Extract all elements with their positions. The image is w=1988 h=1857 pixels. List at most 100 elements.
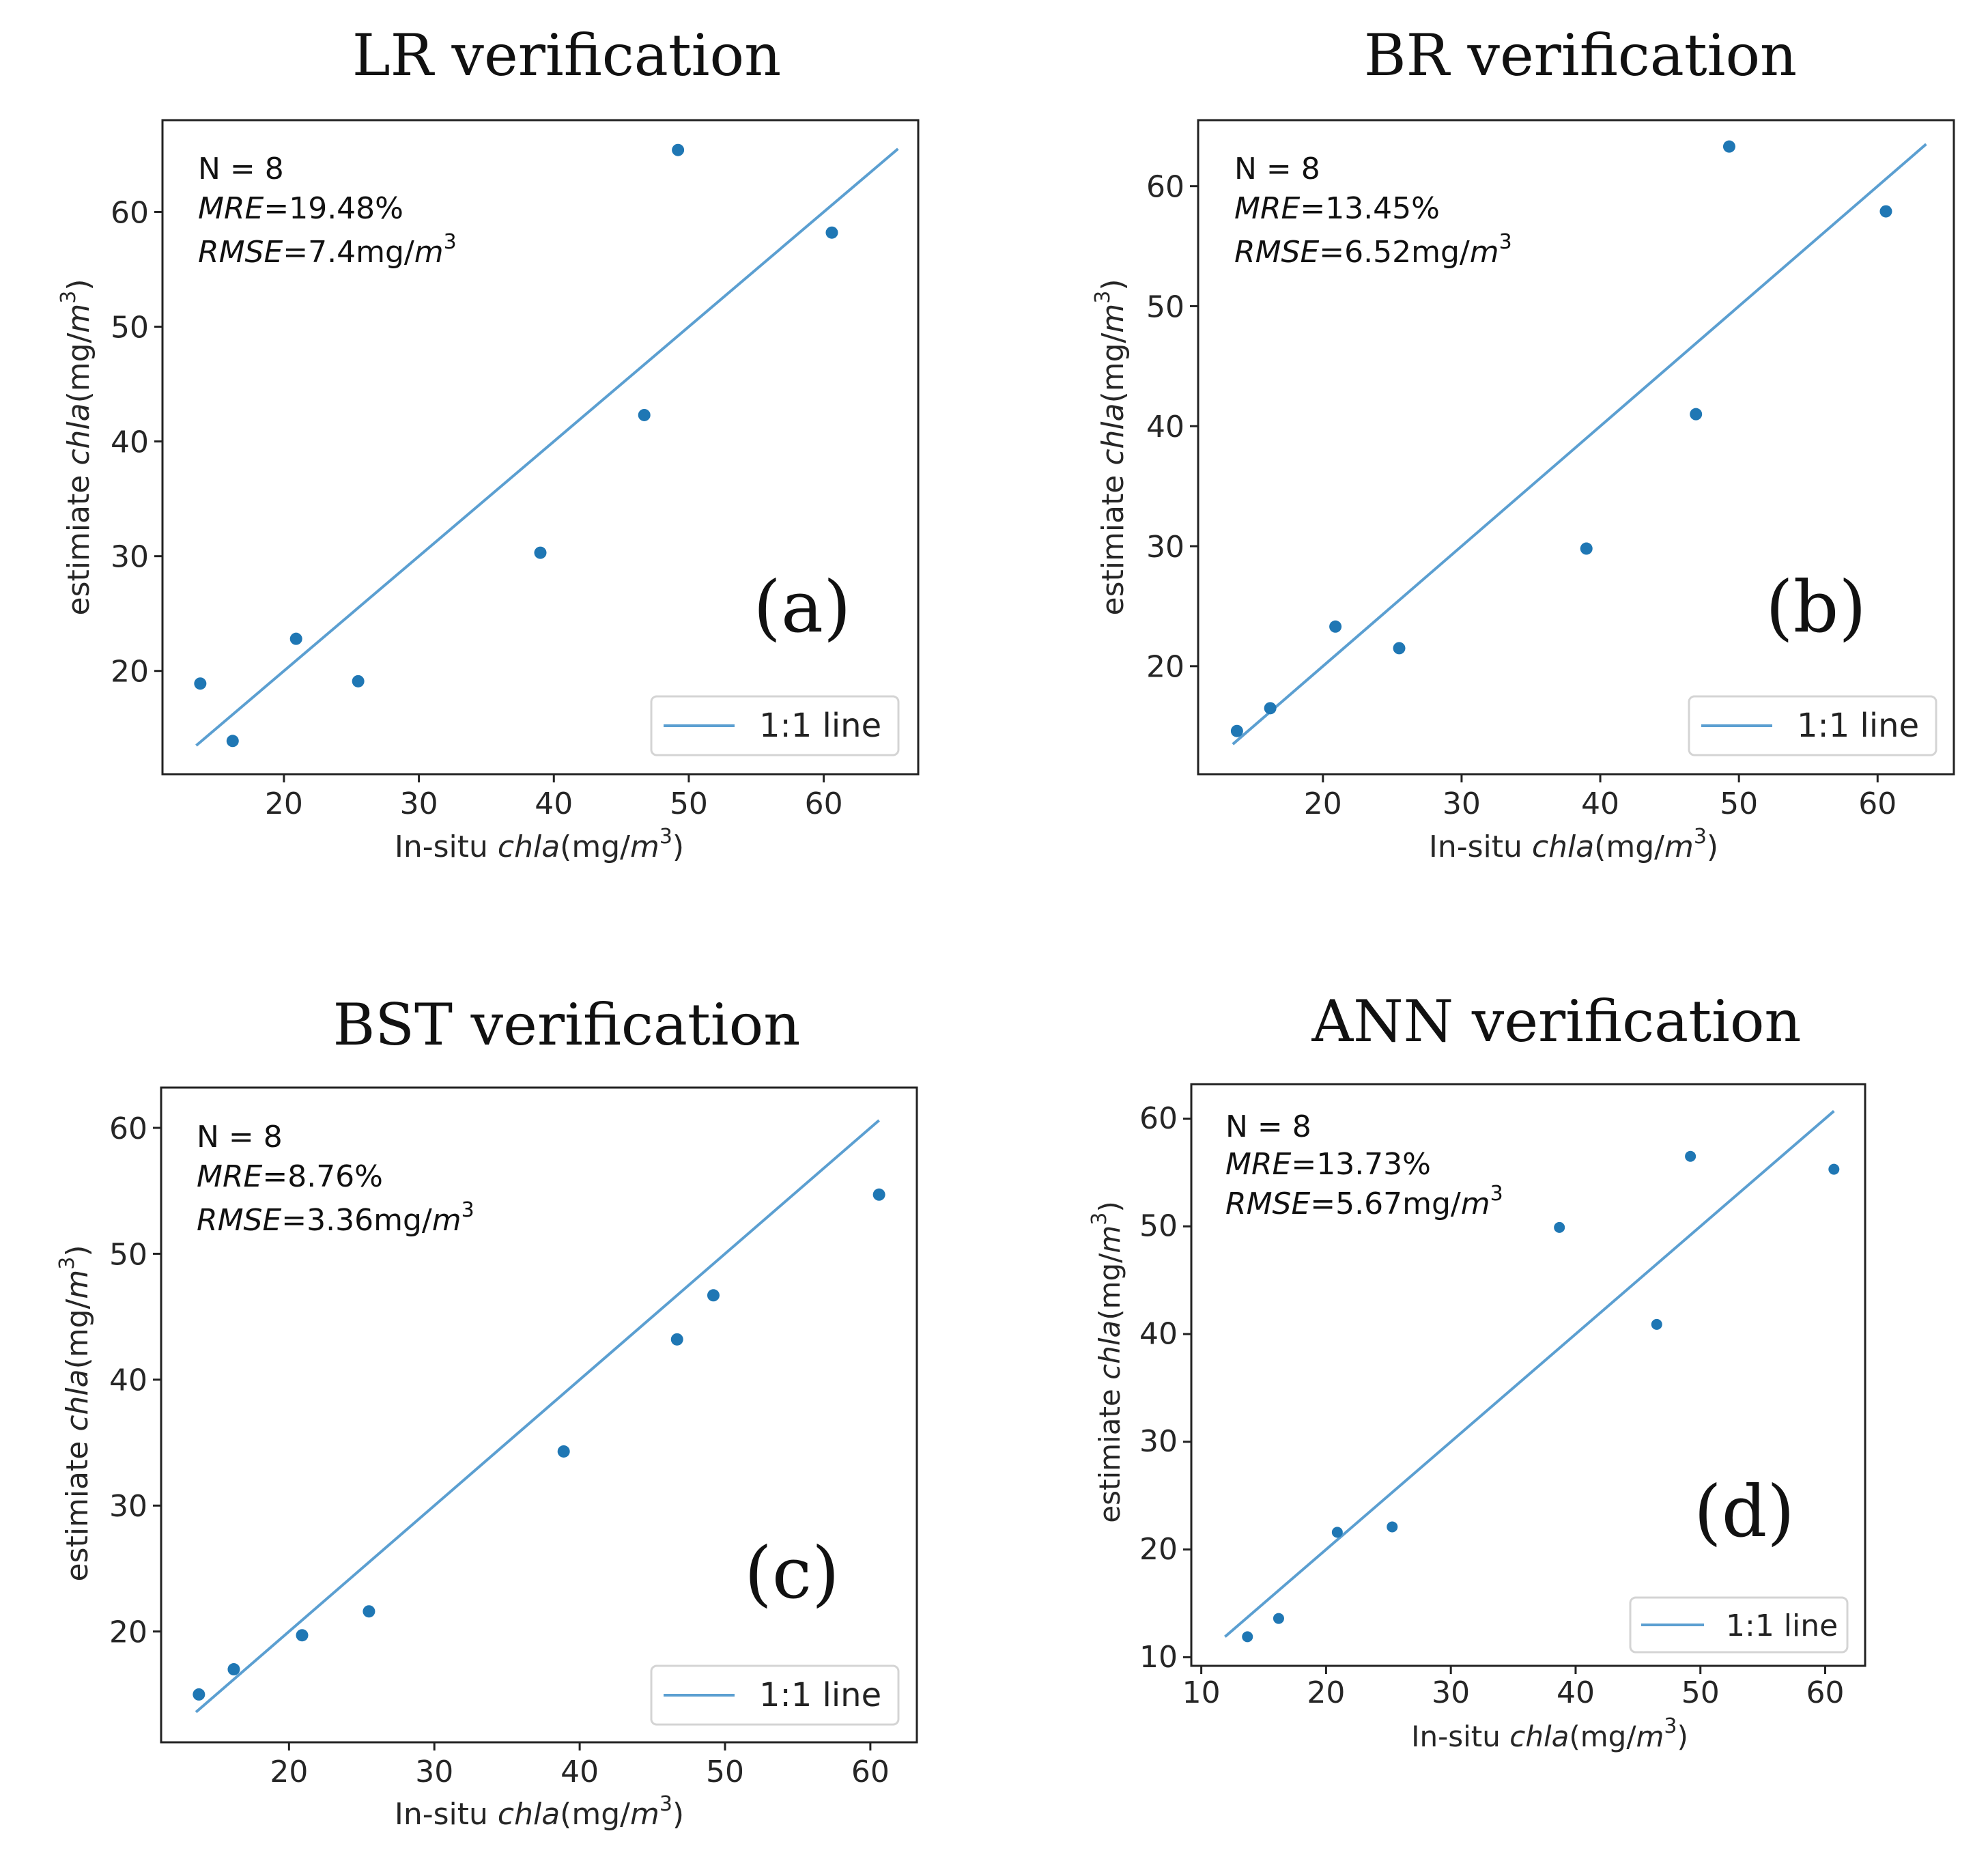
x-tick-label: 40: [1557, 1675, 1595, 1710]
data-point: [557, 1445, 570, 1458]
panel-label: (b): [1765, 565, 1866, 649]
y-tick-label: 60: [111, 195, 149, 230]
data-point: [352, 675, 365, 687]
y-tick-label: 40: [1146, 410, 1184, 444]
legend-box: [650, 1664, 900, 1726]
x-tick-label: 20: [1307, 1675, 1345, 1710]
x-tick-label: 10: [1182, 1675, 1221, 1710]
x-tick-label: 40: [535, 786, 573, 821]
legend-label: 1:1 line: [759, 1676, 881, 1714]
stat-mre: MRE=8.76%: [197, 1159, 383, 1194]
y-tick-label: 60: [1139, 1101, 1178, 1136]
x-tick-label: 20: [270, 1755, 308, 1789]
data-point: [1230, 724, 1243, 737]
x-tick-label: 30: [400, 786, 438, 821]
data-point: [1242, 1631, 1253, 1643]
stat-rmse: RMSE=6.52mg/m3: [1234, 230, 1512, 270]
legend-box: [1688, 695, 1937, 756]
data-point: [296, 1629, 309, 1642]
legend: 1:1 line: [1629, 1596, 1849, 1654]
stats-annotation: N = 8 MRE=13.73% RMSE=5.67mg/m3: [1225, 1109, 1503, 1221]
data-point: [1393, 642, 1406, 655]
x-tick-label: 30: [1432, 1675, 1470, 1710]
y-tick-label: 50: [111, 310, 149, 345]
panel-label: (a): [753, 565, 851, 649]
x-tick-label: 20: [1304, 786, 1342, 821]
stat-mre: MRE=13.45%: [1234, 191, 1440, 226]
x-tick-label: 50: [1681, 1675, 1720, 1710]
y-tick-label: 30: [109, 1489, 147, 1524]
y-tick-label: 20: [109, 1615, 147, 1650]
y-axis-label: estimiate chla(mg/m3): [1091, 279, 1131, 615]
x-tick-label: 60: [851, 1755, 890, 1789]
one-to-one-line: [1232, 143, 1927, 746]
data-point: [1554, 1221, 1565, 1233]
data-point: [825, 226, 838, 239]
y-tick-label: 30: [111, 540, 149, 575]
x-tick-label: 30: [415, 1755, 453, 1789]
data-point: [1690, 408, 1703, 421]
y-tick-label: 50: [109, 1237, 147, 1272]
x-tick-label: 30: [1443, 786, 1481, 821]
data-point: [1273, 1613, 1284, 1624]
data-point: [1264, 702, 1277, 715]
y-tick-label: 60: [109, 1111, 147, 1146]
data-point: [194, 677, 207, 690]
x-tick-label: 60: [1858, 786, 1897, 821]
stat-rmse: RMSE=5.67mg/m3: [1225, 1182, 1503, 1221]
data-point: [363, 1605, 375, 1618]
x-tick-label: 60: [1806, 1675, 1845, 1710]
x-tick-label: 20: [265, 786, 303, 821]
y-axis-label: estimiate chla(mg/m3): [1088, 1201, 1126, 1522]
data-point: [226, 735, 239, 748]
legend-label: 1:1 line: [1726, 1608, 1838, 1643]
data-point: [707, 1289, 720, 1302]
data-point: [672, 143, 685, 156]
panel-d: ANN verification 10 20 30 40 50 60 10 20 30 40 50…: [1088, 988, 1866, 1753]
x-axis-label: In-situ chla(mg/m3): [395, 825, 684, 864]
stat-rmse: RMSE=7.4mg/m3: [198, 230, 457, 270]
y-tick-label: 40: [1139, 1316, 1178, 1351]
y-axis-label: estimiate chla(mg/m3): [57, 279, 96, 615]
data-point: [1685, 1150, 1696, 1162]
x-axis-label: In-situ chla(mg/m3): [1429, 825, 1718, 864]
data-point: [289, 632, 302, 645]
y-tick-label: 60: [1146, 170, 1184, 205]
stat-rmse: RMSE=3.36mg/m3: [197, 1198, 474, 1238]
panel-a: LR verification 20 30 40 50 60 20 30 40 50 60 N …: [57, 22, 920, 864]
data-point: [670, 1333, 683, 1346]
one-to-one-line: [195, 1119, 880, 1714]
y-tick-label: 20: [1146, 650, 1184, 685]
y-tick-label: 30: [1146, 530, 1184, 565]
x-axis-label: In-situ chla(mg/m3): [1411, 1714, 1688, 1753]
legend: 1:1 line: [1688, 695, 1937, 756]
panel-label: (d): [1694, 1470, 1795, 1553]
panel-title: LR verification: [352, 22, 781, 89]
panel-b: BR verification 20 30 40 50 60 20 30 40 50 60 N …: [1091, 22, 1955, 864]
y-tick-label: 30: [1139, 1424, 1178, 1459]
data-point: [534, 546, 547, 559]
y-tick-label: 40: [111, 425, 149, 459]
data-point: [872, 1188, 885, 1201]
data-point: [1331, 1527, 1343, 1538]
x-axis-label: In-situ chla(mg/m3): [395, 1792, 684, 1832]
data-point: [1387, 1521, 1398, 1533]
y-tick-label: 50: [1139, 1209, 1178, 1244]
x-tick-label: 50: [1720, 786, 1758, 821]
data-point: [193, 1688, 205, 1701]
panel-title: BR verification: [1364, 22, 1797, 89]
plot-frame: [1190, 1083, 1866, 1667]
data-point: [1329, 620, 1342, 633]
stat-n: N = 8: [197, 1120, 283, 1154]
legend-label: 1:1 line: [759, 707, 881, 745]
one-to-one-line: [195, 147, 899, 747]
x-tick-label: 50: [670, 786, 708, 821]
x-tick-label: 50: [706, 1755, 744, 1789]
panel-c: BST verification 20 30 40 50 60 20 30 40 50 60 N…: [55, 991, 918, 1832]
stat-mre: MRE=19.48%: [198, 191, 403, 226]
legend: 1:1 line: [650, 695, 900, 756]
plot-frame: [160, 1086, 918, 1744]
panel-label: (c): [744, 1531, 839, 1615]
stats-annotation: N = 8 MRE=19.48% RMSE=7.4mg/m3: [198, 152, 457, 270]
